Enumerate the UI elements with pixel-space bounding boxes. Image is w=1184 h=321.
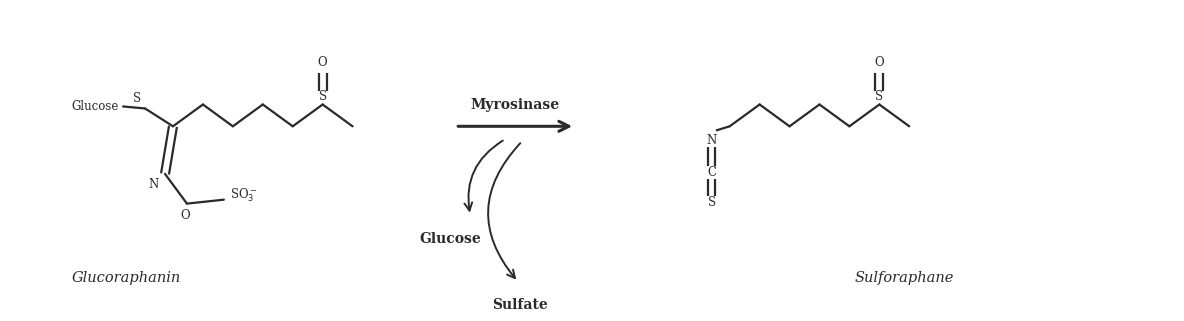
Text: SO$_3^-$: SO$_3^-$ (230, 187, 257, 204)
Text: N: N (707, 134, 716, 147)
Text: S: S (133, 92, 141, 106)
Text: Glucose: Glucose (419, 232, 481, 247)
Text: Glucose: Glucose (72, 100, 120, 113)
Text: S: S (875, 91, 883, 103)
Text: O: O (317, 56, 328, 69)
Text: O: O (875, 56, 884, 69)
Text: S: S (708, 196, 716, 209)
Text: C: C (707, 166, 716, 179)
Text: Sulforaphane: Sulforaphane (855, 271, 954, 285)
Text: O: O (180, 209, 189, 221)
Text: N: N (149, 178, 159, 191)
Text: Glucoraphanin: Glucoraphanin (71, 271, 181, 285)
Text: S: S (318, 91, 327, 103)
Text: Sulfate: Sulfate (493, 298, 548, 312)
Text: Myrosinase: Myrosinase (470, 99, 560, 112)
